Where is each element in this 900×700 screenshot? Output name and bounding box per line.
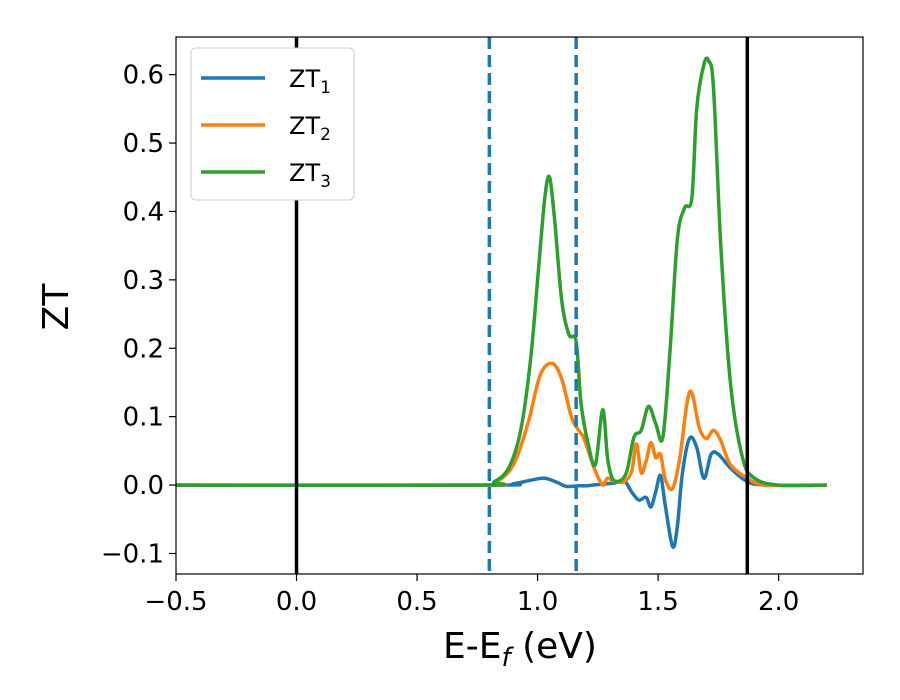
- x-tick-label: 0.0: [276, 587, 317, 617]
- y-axis-title: ZT: [36, 283, 77, 331]
- x-tick-label: −0.5: [144, 587, 207, 617]
- x-axis-title: E-Ef (eV): [443, 626, 597, 673]
- series-line-zt3: [175, 56, 827, 488]
- legend-label-zt1: ZT1: [289, 65, 331, 98]
- plot-frame: [175, 36, 864, 575]
- y-tick-label: 0.6: [123, 61, 164, 91]
- y-tick-label: 0.3: [123, 266, 164, 296]
- legend-label-zt2: ZT2: [289, 112, 331, 145]
- x-tick-label: 2.0: [758, 587, 799, 617]
- series-layer: [175, 56, 827, 549]
- x-tick-label: 1.0: [517, 587, 558, 617]
- legend-label-zt3: ZT3: [289, 159, 331, 192]
- y-tick-label: 0.0: [123, 471, 164, 501]
- series-line-zt1: [175, 435, 827, 549]
- x-axis: −0.5 0.0 0.5 1.0 1.5 2.0: [144, 574, 799, 617]
- series-line-zt2: [175, 361, 827, 492]
- legend: ZT1 ZT2 ZT3: [190, 47, 355, 201]
- x-axis-title-unit: (eV): [511, 626, 597, 667]
- legend-box: [190, 47, 355, 201]
- y-axis: −0.1 0.0 0.1 0.2 0.3 0.4 0.5 0.6: [101, 61, 176, 569]
- x-tick-label: 0.5: [396, 587, 437, 617]
- y-tick-label: −0.1: [101, 539, 164, 569]
- y-tick-label: 0.1: [123, 403, 164, 433]
- y-tick-label: 0.5: [123, 129, 164, 159]
- y-tick-label: 0.4: [123, 197, 164, 227]
- y-tick-label: 0.2: [123, 334, 164, 364]
- x-tick-label: 1.5: [637, 587, 678, 617]
